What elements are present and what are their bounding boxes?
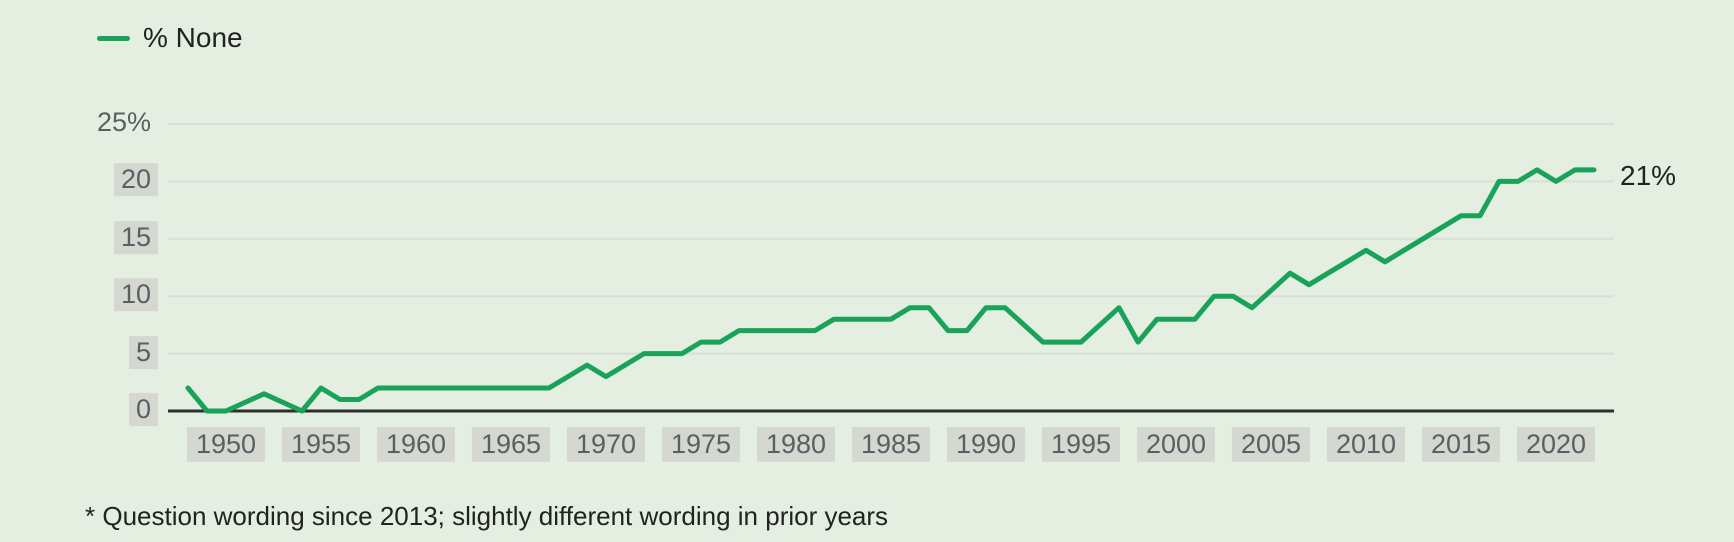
legend-line-swatch: [97, 35, 130, 41]
x-tick-label: 1985: [851, 427, 931, 462]
y-tick-label: 15: [113, 220, 158, 254]
y-tick-label: 5: [128, 335, 158, 369]
y-tick-label: 20: [113, 163, 158, 197]
series-line-none: [185, 167, 1597, 414]
x-tick-label: 1980: [756, 427, 836, 462]
x-tick-label: 1960: [376, 427, 456, 462]
x-tick-label: 1970: [566, 427, 646, 462]
y-tick-label: 10: [113, 278, 158, 312]
x-tick-label: 1950: [186, 427, 266, 462]
x-tick-label: 1955: [281, 427, 361, 462]
legend-label: % None: [143, 22, 243, 53]
x-tick-label: 1990: [946, 427, 1026, 462]
line-end-value-label: 21%: [1620, 159, 1677, 191]
y-tick-label: 0: [128, 393, 158, 427]
x-tick-label: 1995: [1041, 427, 1121, 462]
x-tick-label: 2005: [1231, 427, 1311, 462]
gridlines: [168, 123, 1614, 413]
x-tick-label: 2000: [1136, 427, 1216, 462]
x-tick-label: 2015: [1421, 427, 1501, 462]
legend: % None: [97, 24, 243, 52]
y-tick-label: 25%: [96, 107, 151, 138]
x-tick-label: 2010: [1326, 427, 1406, 462]
x-tick-label: 1975: [661, 427, 741, 462]
x-tick-label: 2020: [1516, 427, 1596, 462]
x-tick-label: 1965: [471, 427, 551, 462]
footnote: * Question wording since 2013; slightly …: [85, 501, 889, 531]
